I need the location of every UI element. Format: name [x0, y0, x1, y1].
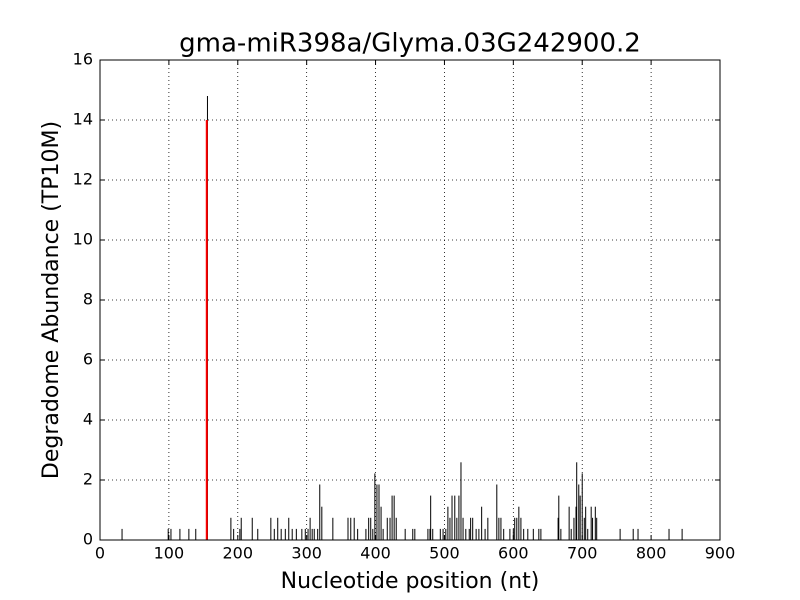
y-tick-label: 6 — [83, 350, 93, 369]
x-tick-label: 100 — [154, 544, 185, 563]
chart-title: gma-miR398a/Glyma.03G242900.2 — [179, 29, 641, 59]
y-tick-label: 4 — [83, 410, 93, 429]
y-tick-label: 8 — [83, 290, 93, 309]
y-tick-label: 12 — [73, 170, 93, 189]
x-tick-label: 700 — [567, 544, 598, 563]
x-axis-label: Nucleotide position (nt) — [281, 569, 540, 594]
x-tick-label: 500 — [429, 544, 460, 563]
y-tick-label: 16 — [73, 50, 93, 69]
x-tick-label: 900 — [705, 544, 736, 563]
y-axis-label: Degradome Abundance (TP10M) — [39, 121, 64, 479]
x-tick-label: 400 — [360, 544, 391, 563]
y-tick-label: 0 — [83, 530, 93, 549]
y-tick-label: 14 — [73, 110, 93, 129]
x-tick-label: 0 — [95, 544, 105, 563]
y-tick-label: 10 — [73, 230, 93, 249]
x-tick-label: 300 — [291, 544, 322, 563]
y-tick-label: 2 — [83, 470, 93, 489]
x-tick-label: 800 — [636, 544, 667, 563]
plot-frame — [99, 59, 721, 541]
x-tick-label: 200 — [223, 544, 254, 563]
x-tick-label: 600 — [498, 544, 529, 563]
